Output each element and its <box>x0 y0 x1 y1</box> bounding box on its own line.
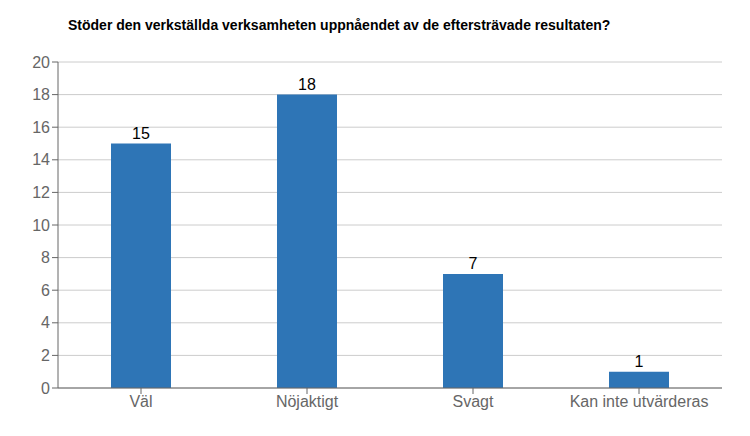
svg-text:1: 1 <box>635 353 644 370</box>
svg-text:18: 18 <box>298 76 316 93</box>
svg-text:14: 14 <box>32 151 50 168</box>
svg-text:15: 15 <box>132 125 150 142</box>
svg-text:18: 18 <box>32 86 50 103</box>
svg-text:16: 16 <box>32 119 50 136</box>
svg-text:8: 8 <box>41 249 50 266</box>
svg-text:12: 12 <box>32 184 50 201</box>
svg-text:Nöjaktigt: Nöjaktigt <box>276 393 339 410</box>
svg-text:Svagt: Svagt <box>453 393 494 410</box>
html-text:Stöder den verkställda verksam: Stöder den verkställda verksamheten uppn… <box>68 17 611 33</box>
svg-text:Väl: Väl <box>129 393 152 410</box>
svg-text:20: 20 <box>32 54 50 71</box>
svg-text:10: 10 <box>32 217 50 234</box>
svg-text:4: 4 <box>41 314 50 331</box>
svg-text:2: 2 <box>41 347 50 364</box>
svg-text:0: 0 <box>41 380 50 397</box>
svg-text:Kan inte utvärderas: Kan inte utvärderas <box>570 393 709 410</box>
svg-text:7: 7 <box>469 255 478 272</box>
svg-text:6: 6 <box>41 282 50 299</box>
